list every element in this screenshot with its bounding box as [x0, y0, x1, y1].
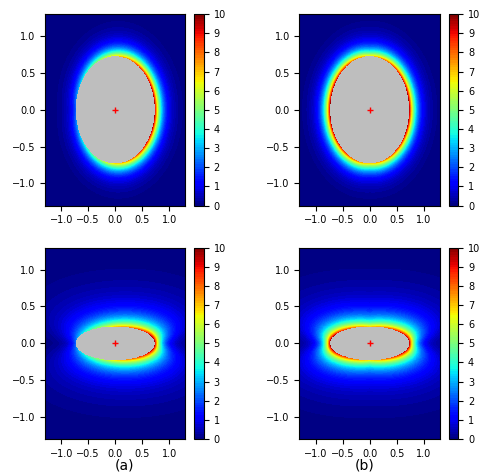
Text: (b): (b)	[355, 459, 375, 472]
Text: (a): (a)	[115, 459, 135, 472]
